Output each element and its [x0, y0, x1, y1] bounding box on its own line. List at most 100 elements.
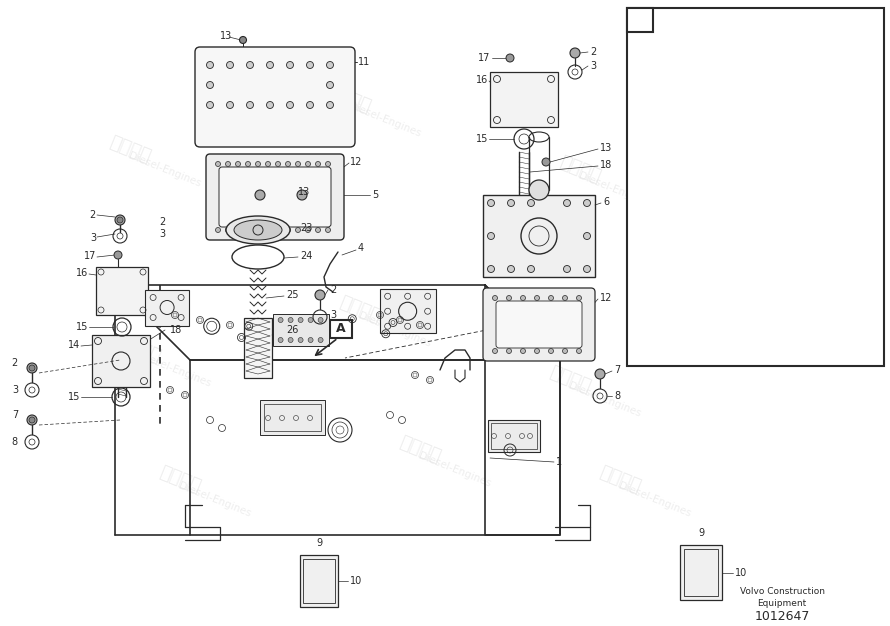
Circle shape	[652, 76, 661, 85]
Circle shape	[306, 61, 313, 68]
Circle shape	[563, 200, 570, 207]
Text: 13: 13	[633, 73, 645, 83]
Text: 紫发动力: 紫发动力	[336, 294, 384, 326]
Circle shape	[255, 162, 261, 167]
Circle shape	[689, 327, 695, 333]
Circle shape	[226, 61, 233, 68]
Circle shape	[27, 415, 37, 425]
Circle shape	[542, 158, 550, 166]
Circle shape	[225, 162, 231, 167]
Circle shape	[236, 162, 240, 167]
Circle shape	[306, 101, 313, 108]
Circle shape	[326, 162, 330, 167]
Circle shape	[297, 190, 307, 200]
Circle shape	[315, 290, 325, 300]
Circle shape	[247, 61, 254, 68]
Circle shape	[492, 349, 498, 354]
Text: Volvo Construction: Volvo Construction	[740, 587, 824, 597]
Text: 9: 9	[316, 538, 322, 548]
Text: 3: 3	[90, 233, 96, 243]
Circle shape	[570, 48, 580, 58]
FancyBboxPatch shape	[195, 47, 355, 147]
Circle shape	[562, 349, 568, 354]
Text: 2: 2	[590, 47, 596, 57]
Text: 17: 17	[478, 53, 490, 63]
Text: 25: 25	[286, 290, 298, 300]
Circle shape	[278, 317, 283, 322]
Circle shape	[288, 337, 293, 342]
Circle shape	[276, 162, 280, 167]
Circle shape	[115, 215, 125, 225]
Circle shape	[737, 334, 743, 340]
Circle shape	[327, 101, 334, 108]
Text: 2: 2	[158, 217, 165, 227]
Circle shape	[206, 81, 214, 88]
Circle shape	[246, 162, 250, 167]
Circle shape	[247, 101, 254, 108]
Circle shape	[697, 334, 703, 340]
Text: 8: 8	[614, 391, 620, 401]
Circle shape	[327, 81, 334, 88]
Text: Diesel-Engines: Diesel-Engines	[618, 481, 692, 519]
Circle shape	[326, 227, 330, 232]
Circle shape	[315, 227, 320, 232]
Circle shape	[506, 54, 514, 62]
Text: 9: 9	[698, 528, 704, 538]
Text: Diesel-Engines: Diesel-Engines	[578, 171, 652, 209]
Text: Diesel-Engines: Diesel-Engines	[177, 481, 253, 519]
Circle shape	[225, 227, 231, 232]
Circle shape	[226, 101, 233, 108]
Circle shape	[287, 101, 294, 108]
Circle shape	[276, 227, 280, 232]
Text: 2: 2	[12, 358, 18, 368]
Text: 14: 14	[68, 340, 80, 350]
Ellipse shape	[226, 216, 290, 244]
Text: 1: 1	[556, 457, 562, 467]
Circle shape	[697, 320, 703, 326]
Bar	[684, 549, 718, 596]
Circle shape	[286, 227, 290, 232]
Bar	[145, 289, 189, 326]
Bar	[490, 72, 558, 127]
Circle shape	[521, 295, 525, 300]
Text: 26: 26	[286, 325, 298, 335]
Text: 6: 6	[603, 197, 609, 207]
Circle shape	[506, 349, 512, 354]
Text: 13: 13	[220, 31, 232, 41]
Circle shape	[528, 200, 535, 207]
Circle shape	[246, 227, 250, 232]
Text: 18: 18	[600, 160, 612, 170]
Circle shape	[717, 337, 723, 343]
Circle shape	[288, 317, 293, 322]
Text: 紫发动力: 紫发动力	[546, 364, 594, 396]
FancyBboxPatch shape	[483, 288, 595, 361]
Circle shape	[529, 180, 549, 200]
Text: 7: 7	[12, 410, 18, 420]
Text: 3: 3	[590, 61, 596, 71]
Ellipse shape	[688, 318, 752, 342]
Bar	[260, 400, 325, 435]
Text: 15: 15	[475, 134, 488, 144]
Bar	[680, 545, 722, 600]
Text: 21: 21	[863, 120, 876, 130]
Circle shape	[298, 337, 303, 342]
Circle shape	[287, 61, 294, 68]
Bar	[627, 8, 653, 32]
Circle shape	[521, 349, 525, 354]
Text: Diesel-Engines: Diesel-Engines	[567, 381, 643, 419]
Bar	[330, 320, 352, 338]
Circle shape	[562, 295, 568, 300]
Bar	[244, 318, 272, 378]
Text: 11: 11	[358, 57, 370, 67]
Text: 13: 13	[298, 187, 311, 197]
Text: A: A	[336, 322, 346, 336]
Text: 2: 2	[330, 285, 336, 295]
Circle shape	[308, 317, 313, 322]
Circle shape	[117, 217, 123, 223]
Circle shape	[767, 30, 783, 46]
Circle shape	[215, 227, 221, 232]
Circle shape	[492, 295, 498, 300]
Bar	[483, 195, 595, 277]
Circle shape	[239, 36, 247, 43]
Bar	[264, 404, 321, 431]
